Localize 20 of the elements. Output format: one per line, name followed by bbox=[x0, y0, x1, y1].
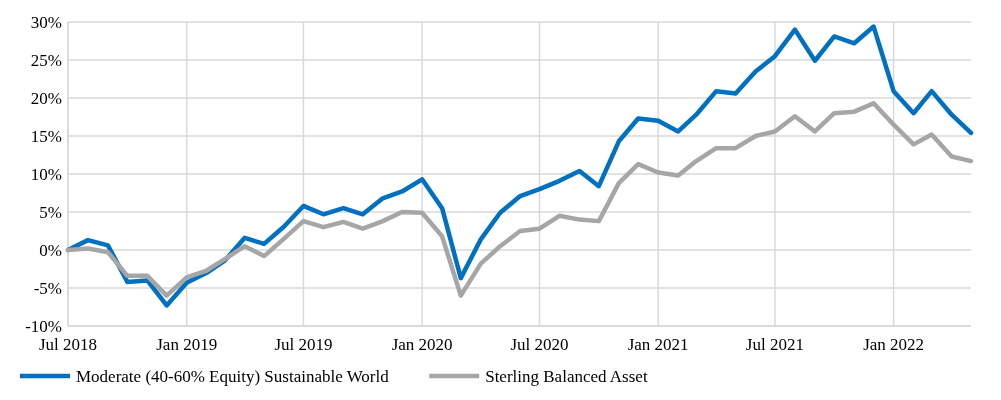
y-tick-label: 20% bbox=[30, 88, 62, 108]
y-tick-label: 0% bbox=[39, 240, 62, 260]
x-tick-label: Jul 2021 bbox=[745, 335, 804, 354]
y-tick-label: 30% bbox=[30, 12, 62, 32]
y-tick-label: -5% bbox=[33, 278, 62, 298]
line-series bbox=[65, 101, 974, 298]
x-tick-label: Jan 2020 bbox=[391, 335, 453, 354]
y-tick-label: 10% bbox=[30, 164, 62, 184]
x-tick-label: Jul 2019 bbox=[274, 335, 333, 354]
legend-label: Moderate (40-60% Equity) Sustainable World bbox=[76, 367, 390, 386]
legend-label: Sterling Balanced Asset bbox=[485, 367, 648, 386]
y-tick-label: 5% bbox=[39, 202, 62, 222]
x-tick-label: Jan 2022 bbox=[863, 335, 925, 354]
x-tick-label: Jan 2019 bbox=[156, 335, 218, 354]
y-tick-label: 15% bbox=[30, 126, 62, 146]
x-tick-label: Jul 2020 bbox=[510, 335, 569, 354]
x-tick-label: Jul 2018 bbox=[38, 335, 98, 354]
y-tick-label: -10% bbox=[25, 316, 62, 336]
y-tick-label: 25% bbox=[30, 50, 62, 70]
x-tick-label: Jan 2021 bbox=[627, 335, 689, 354]
